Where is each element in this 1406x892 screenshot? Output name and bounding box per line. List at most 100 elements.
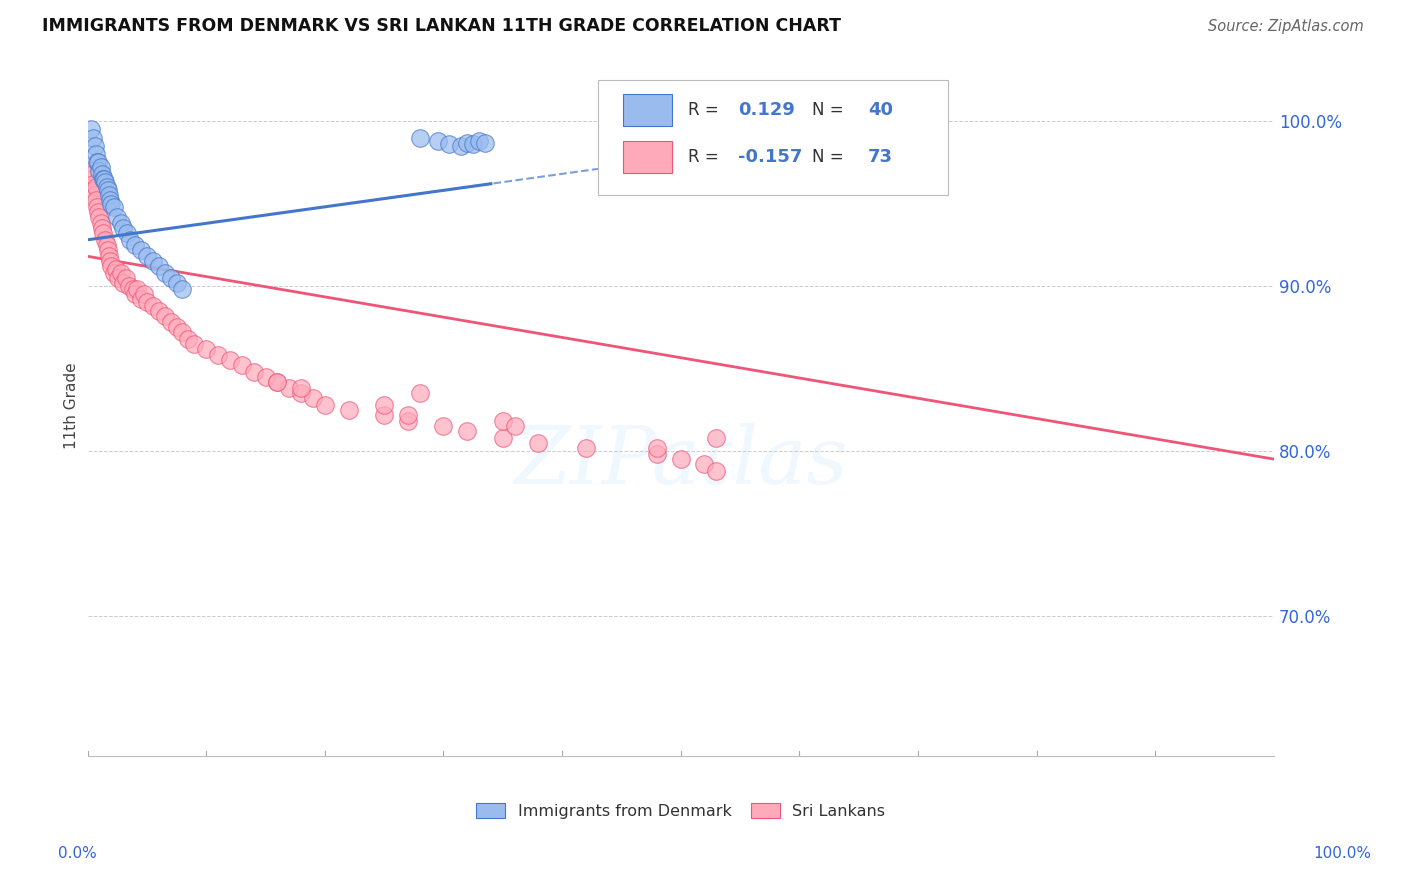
- Point: [114, 270, 136, 285]
- Point: [82, 177, 104, 191]
- Point: [91, 171, 114, 186]
- Point: [474, 136, 496, 150]
- Text: Source: ZipAtlas.com: Source: ZipAtlas.com: [1208, 20, 1364, 34]
- Point: [450, 138, 472, 153]
- Text: N =: N =: [813, 148, 849, 166]
- FancyBboxPatch shape: [623, 94, 672, 126]
- Point: [153, 309, 176, 323]
- Point: [159, 315, 181, 329]
- Point: [278, 381, 301, 395]
- Point: [527, 435, 550, 450]
- Point: [84, 180, 107, 194]
- Point: [266, 375, 288, 389]
- Text: ZIPatlas: ZIPatlas: [515, 423, 848, 500]
- Point: [373, 408, 395, 422]
- Point: [129, 243, 152, 257]
- Point: [396, 408, 419, 422]
- Point: [105, 210, 128, 224]
- Point: [426, 134, 449, 148]
- Point: [456, 424, 478, 438]
- Text: R =: R =: [688, 101, 724, 119]
- Text: 0.129: 0.129: [738, 101, 794, 119]
- Point: [86, 200, 108, 214]
- Point: [172, 282, 194, 296]
- Point: [97, 249, 120, 263]
- Point: [492, 414, 515, 428]
- Point: [100, 196, 122, 211]
- Text: 73: 73: [868, 148, 893, 166]
- Point: [207, 348, 229, 362]
- Point: [409, 130, 432, 145]
- Point: [337, 402, 360, 417]
- Point: [103, 200, 125, 214]
- Point: [219, 353, 242, 368]
- Point: [166, 320, 188, 334]
- Text: IMMIGRANTS FROM DENMARK VS SRI LANKAN 11TH GRADE CORRELATION CHART: IMMIGRANTS FROM DENMARK VS SRI LANKAN 11…: [42, 17, 841, 35]
- Point: [290, 386, 312, 401]
- Point: [645, 447, 668, 461]
- Legend: Immigrants from Denmark, Sri Lankans: Immigrants from Denmark, Sri Lankans: [470, 797, 891, 825]
- Point: [159, 270, 181, 285]
- Point: [120, 233, 142, 247]
- Point: [82, 167, 104, 181]
- Point: [124, 287, 146, 301]
- Point: [84, 193, 107, 207]
- Point: [135, 295, 157, 310]
- Point: [254, 369, 277, 384]
- Point: [314, 398, 336, 412]
- Point: [142, 254, 165, 268]
- Text: 0.0%: 0.0%: [58, 847, 97, 861]
- Point: [115, 226, 138, 240]
- Point: [148, 259, 170, 273]
- Point: [177, 332, 200, 346]
- Point: [100, 259, 122, 273]
- Point: [93, 171, 115, 186]
- Point: [118, 279, 141, 293]
- Point: [693, 457, 716, 471]
- Point: [89, 210, 111, 224]
- Point: [124, 237, 146, 252]
- Text: -0.157: -0.157: [738, 148, 801, 166]
- Point: [166, 276, 188, 290]
- Point: [134, 287, 156, 301]
- Point: [107, 270, 129, 285]
- Point: [82, 130, 104, 145]
- Point: [94, 233, 117, 247]
- Point: [110, 216, 132, 230]
- Point: [266, 375, 288, 389]
- Point: [83, 138, 105, 153]
- Point: [83, 188, 105, 202]
- Point: [90, 221, 112, 235]
- Point: [112, 221, 135, 235]
- Point: [90, 167, 112, 181]
- Point: [468, 134, 491, 148]
- Point: [80, 122, 103, 136]
- Point: [90, 216, 112, 230]
- Point: [172, 325, 194, 339]
- Point: [103, 266, 125, 280]
- Y-axis label: 11th Grade: 11th Grade: [65, 362, 79, 449]
- Point: [409, 386, 432, 401]
- Point: [669, 452, 692, 467]
- Point: [492, 431, 515, 445]
- Point: [94, 175, 117, 189]
- Point: [105, 262, 128, 277]
- Point: [90, 161, 112, 175]
- Point: [704, 431, 727, 445]
- Point: [645, 441, 668, 455]
- Point: [86, 155, 108, 169]
- FancyBboxPatch shape: [623, 141, 672, 173]
- Point: [84, 147, 107, 161]
- Text: N =: N =: [813, 101, 849, 119]
- Point: [302, 391, 325, 405]
- Point: [503, 419, 526, 434]
- Point: [129, 292, 152, 306]
- Point: [396, 414, 419, 428]
- Point: [183, 336, 205, 351]
- Point: [87, 155, 110, 169]
- Point: [135, 249, 157, 263]
- Point: [97, 188, 120, 202]
- Point: [87, 204, 110, 219]
- Point: [373, 398, 395, 412]
- Point: [89, 163, 111, 178]
